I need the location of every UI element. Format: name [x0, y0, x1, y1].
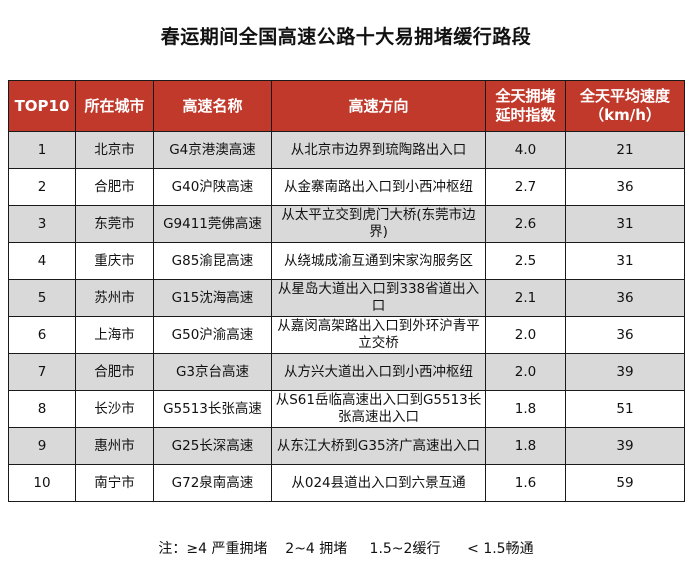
delay-index-cell: 2.0: [485, 316, 566, 354]
highway-name-cell: G4京港澳高速: [153, 131, 272, 169]
table-row: 7 合肥市 G3京台高速 从方兴大道出入口到小西冲枢纽 2.0 39: [8, 353, 685, 391]
city-cell: 重庆市: [75, 242, 154, 280]
rank-cell: 4: [8, 242, 76, 280]
legend-note: 注：≥4 严重拥堵 2~4 拥堵 1.5~2缓行 < 1.5畅通: [158, 541, 534, 557]
delay-index-cell: 2.0: [485, 353, 566, 391]
congestion-table: TOP10 所在城市 高速名称 高速方向 全天拥堵延时指数 全天平均速度（km/…: [8, 80, 685, 502]
delay-index-cell: 1.8: [485, 427, 566, 465]
rank-cell: 8: [8, 390, 76, 428]
avg-speed-cell: 51: [565, 390, 685, 428]
table-row: 3 东莞市 G9411莞佛高速 从太平立交到虎门大桥(东莞市边界) 2.6 31: [8, 205, 685, 243]
avg-speed-cell: 36: [565, 279, 685, 317]
header-delay-index: 全天拥堵延时指数: [485, 80, 566, 132]
avg-speed-cell: 31: [565, 242, 685, 280]
highway-name-cell: G3京台高速: [153, 353, 272, 391]
avg-speed-cell: 31: [565, 205, 685, 243]
rank-cell: 10: [8, 464, 76, 502]
direction-cell: 从东江大桥到G35济广高速出入口: [271, 427, 486, 465]
delay-index-cell: 2.5: [485, 242, 566, 280]
highway-name-cell: G5513长张高速: [153, 390, 272, 428]
city-cell: 东莞市: [75, 205, 154, 243]
city-cell: 苏州市: [75, 279, 154, 317]
table-row: 9 惠州市 G25长深高速 从东江大桥到G35济广高速出入口 1.8 39: [8, 427, 685, 465]
delay-index-cell: 4.0: [485, 131, 566, 169]
rank-cell: 6: [8, 316, 76, 354]
direction-cell: 从绕城成渝互通到宋家沟服务区: [271, 242, 486, 280]
direction-cell: 从方兴大道出入口到小西冲枢纽: [271, 353, 486, 391]
highway-name-cell: G85渝昆高速: [153, 242, 272, 280]
delay-index-cell: 2.6: [485, 205, 566, 243]
table-row: 8 长沙市 G5513长张高速 从S61岳临高速出入口到G5513长张高速出入口 1.8…: [8, 390, 685, 428]
rank-cell: 9: [8, 427, 76, 465]
direction-cell: 从金寨南路出入口到小西冲枢纽: [271, 168, 486, 206]
avg-speed-cell: 21: [565, 131, 685, 169]
avg-speed-cell: 39: [565, 427, 685, 465]
direction-cell: 从星岛大道出入口到338省道出入口: [271, 279, 486, 317]
table-row: 2 合肥市 G40沪陕高速 从金寨南路出入口到小西冲枢纽 2.7 36: [8, 168, 685, 206]
delay-index-cell: 2.7: [485, 168, 566, 206]
table-row: 1 北京市 G4京港澳高速 从北京市边界到琉陶路出入口 4.0 21: [8, 131, 685, 169]
city-cell: 北京市: [75, 131, 154, 169]
delay-index-cell: 2.1: [485, 279, 566, 317]
highway-name-cell: G15沈海高速: [153, 279, 272, 317]
city-cell: 惠州市: [75, 427, 154, 465]
header-direction: 高速方向: [271, 80, 486, 132]
header-avg-speed: 全天平均速度（km/h）: [565, 80, 685, 132]
avg-speed-cell: 36: [565, 168, 685, 206]
rank-cell: 7: [8, 353, 76, 391]
city-cell: 合肥市: [75, 168, 154, 206]
table-header-row: TOP10 所在城市 高速名称 高速方向 全天拥堵延时指数 全天平均速度（km/…: [8, 80, 685, 132]
avg-speed-cell: 36: [565, 316, 685, 354]
highway-name-cell: G40沪陕高速: [153, 168, 272, 206]
city-cell: 合肥市: [75, 353, 154, 391]
header-city: 所在城市: [75, 80, 154, 132]
table-body: 1 北京市 G4京港澳高速 从北京市边界到琉陶路出入口 4.0 21 2 合肥市 G40沪陕高速…: [8, 131, 685, 502]
direction-cell: 从嘉闵高架路出入口到外环沪青平立交桥: [271, 316, 486, 354]
table-row: 6 上海市 G50沪渝高速 从嘉闵高架路出入口到外环沪青平立交桥 2.0 36: [8, 316, 685, 354]
header-highway-name: 高速名称: [153, 80, 272, 132]
rank-cell: 1: [8, 131, 76, 169]
table-row: 5 苏州市 G15沈海高速 从星岛大道出入口到338省道出入口 2.1 36: [8, 279, 685, 317]
highway-name-cell: G9411莞佛高速: [153, 205, 272, 243]
highway-name-cell: G72泉南高速: [153, 464, 272, 502]
direction-cell: 从024县道出入口到六景互通: [271, 464, 486, 502]
rank-cell: 2: [8, 168, 76, 206]
city-cell: 上海市: [75, 316, 154, 354]
rank-cell: 3: [8, 205, 76, 243]
highway-name-cell: G50沪渝高速: [153, 316, 272, 354]
city-cell: 南宁市: [75, 464, 154, 502]
table-row: 10 南宁市 G72泉南高速 从024县道出入口到六景互通 1.6 59: [8, 464, 685, 502]
city-cell: 长沙市: [75, 390, 154, 428]
table-row: 4 重庆市 G85渝昆高速 从绕城成渝互通到宋家沟服务区 2.5 31: [8, 242, 685, 280]
avg-speed-cell: 39: [565, 353, 685, 391]
direction-cell: 从S61岳临高速出入口到G5513长张高速出入口: [271, 390, 486, 428]
rank-cell: 5: [8, 279, 76, 317]
highway-name-cell: G25长深高速: [153, 427, 272, 465]
header-rank: TOP10: [8, 80, 76, 132]
delay-index-cell: 1.6: [485, 464, 566, 502]
delay-index-cell: 1.8: [485, 390, 566, 428]
avg-speed-cell: 59: [565, 464, 685, 502]
direction-cell: 从北京市边界到琉陶路出入口: [271, 131, 486, 169]
page-title: 春运期间全国高速公路十大易拥堵缓行路段: [160, 26, 532, 48]
direction-cell: 从太平立交到虎门大桥(东莞市边界): [271, 205, 486, 243]
